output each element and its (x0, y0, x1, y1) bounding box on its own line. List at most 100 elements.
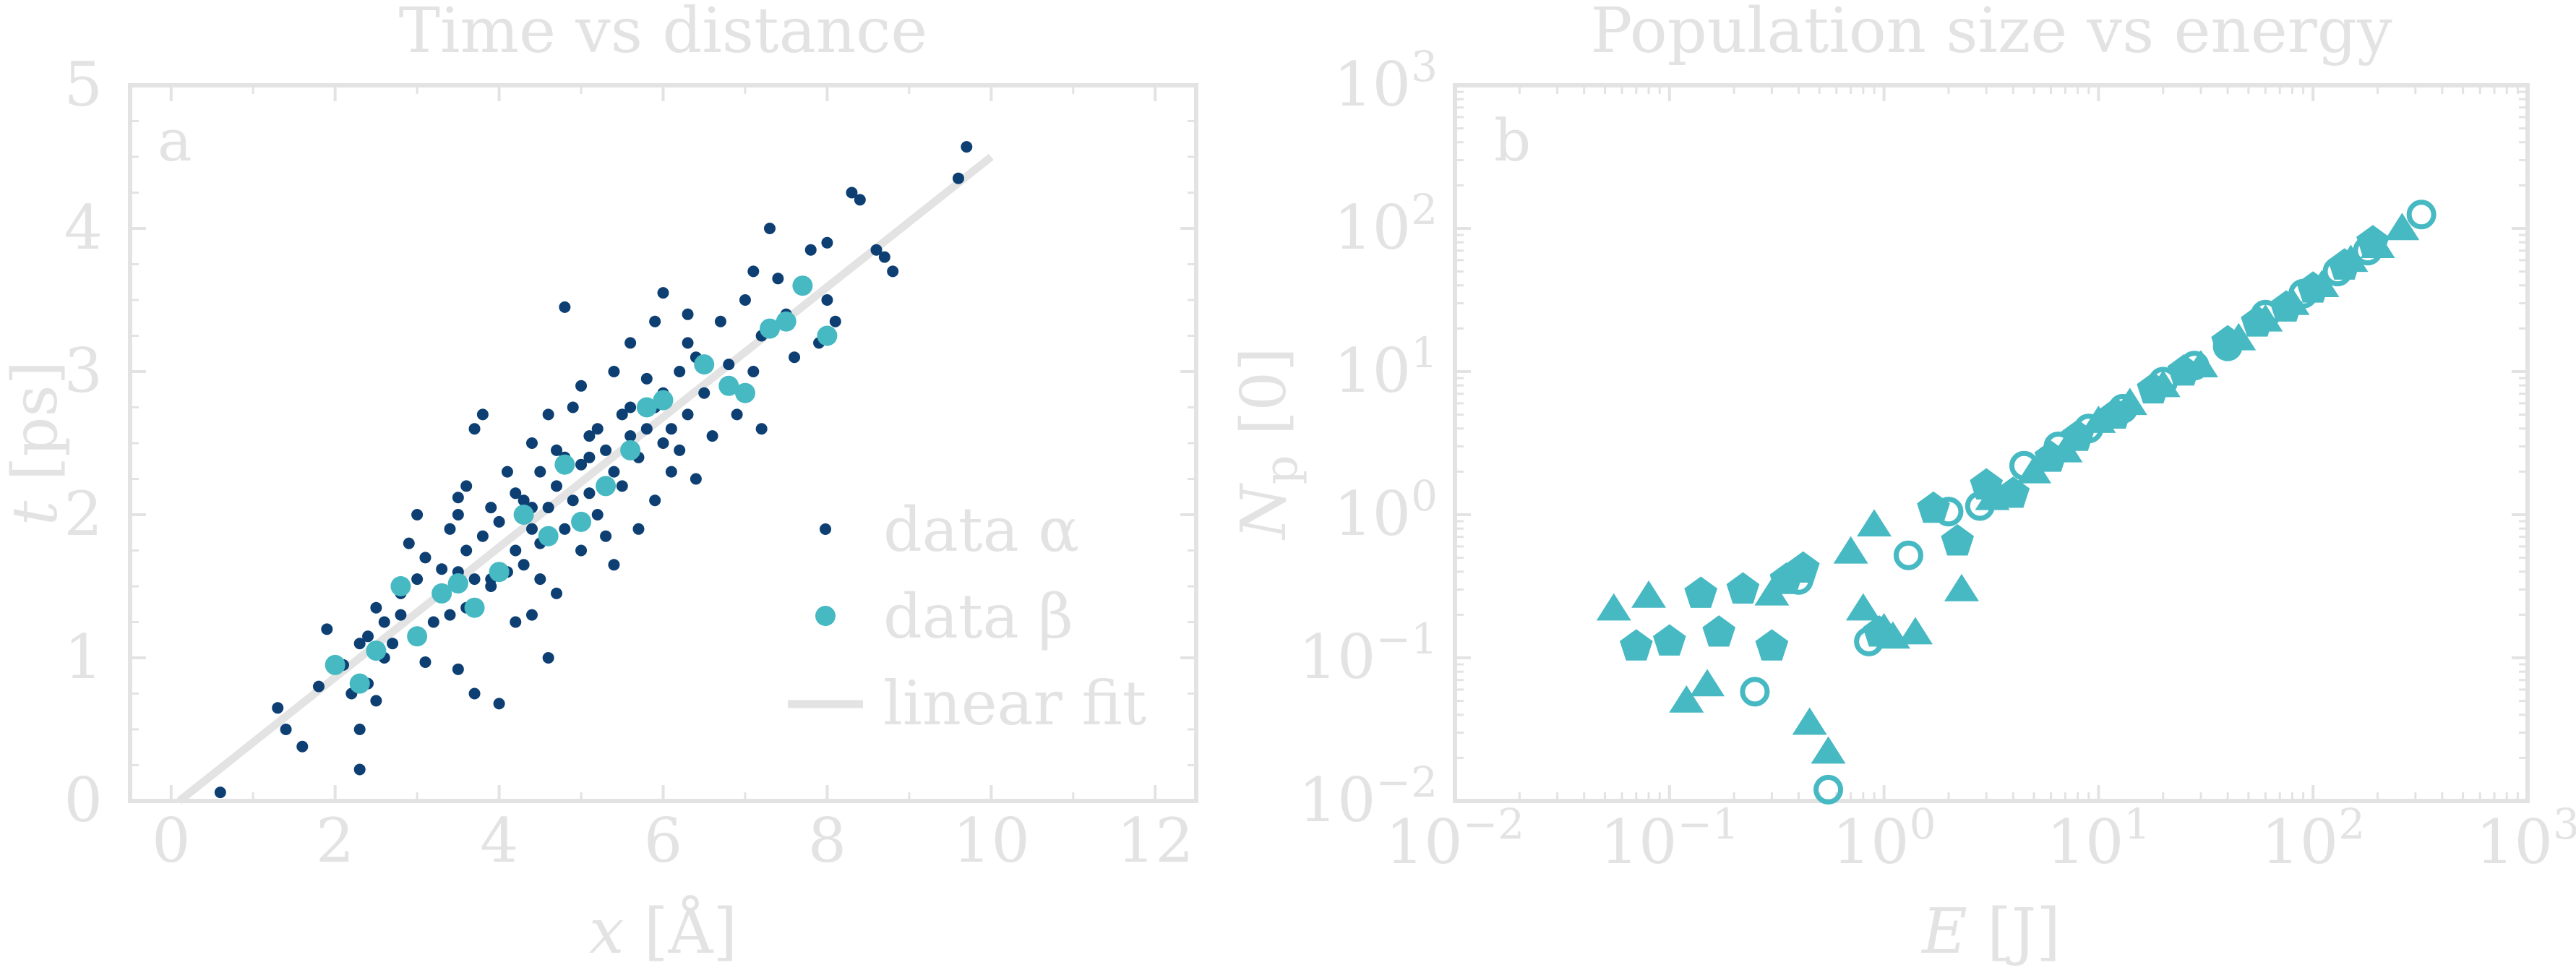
data-beta-point (792, 275, 813, 296)
data-beta-point (325, 654, 345, 675)
data-alpha-point (616, 408, 628, 421)
data-alpha-point (575, 544, 588, 557)
panel-b-chart: 10−2 10−1 100 101 102 103 10−2 10−1 100 101 102 103… (1228, 0, 2576, 968)
ring-marker (2406, 200, 2437, 230)
data-alpha-point (411, 573, 424, 586)
data-alpha-point (444, 523, 456, 535)
ring-marker (2043, 432, 2074, 462)
data-alpha-point (600, 444, 612, 456)
data-beta-point (718, 375, 739, 396)
data-alpha-point (657, 437, 669, 449)
data-alpha-point (764, 223, 776, 234)
ring-marker (2179, 351, 2210, 381)
data-alpha-point (632, 523, 645, 535)
ring-marker (2288, 278, 2319, 309)
x-tick-label-a: 2 (316, 805, 354, 876)
data-alpha-point (657, 287, 669, 299)
triangle-marker (1845, 593, 1881, 621)
data-alpha-point (353, 763, 366, 776)
data-alpha-point (755, 423, 768, 435)
data-alpha-point (583, 451, 596, 463)
y-tick-label-a: 4 (64, 192, 103, 263)
data-alpha-point (321, 623, 333, 635)
data-alpha-point (649, 315, 661, 327)
data-alpha-point (682, 408, 694, 421)
data-alpha-point (542, 408, 554, 421)
data-alpha-point (952, 172, 964, 184)
data-beta-point (596, 476, 617, 497)
data-alpha-point (772, 273, 784, 285)
data-beta-point (694, 354, 715, 375)
data-alpha-point (551, 444, 562, 456)
x-tick-label-a: 10 (953, 805, 1030, 876)
triangle-marker (1669, 685, 1704, 713)
triangle-marker (1897, 617, 1933, 645)
y-tick-label-a: 0 (64, 765, 103, 836)
data-alpha-point (608, 466, 620, 478)
ring-marker (1783, 565, 1813, 595)
data-alpha-point (476, 530, 489, 542)
data-alpha-point (493, 698, 505, 710)
data-alpha-point (468, 687, 481, 700)
x-tick-label-b: 102 (2261, 800, 2365, 878)
data-alpha-point (583, 487, 596, 500)
data-beta-point (760, 318, 780, 339)
data-alpha-point (739, 294, 751, 306)
y-tick-label-a: 2 (64, 479, 103, 549)
data-alpha-point (821, 294, 833, 306)
data-alpha-point (665, 466, 677, 478)
pentagon-marker (1684, 576, 1717, 608)
data-alpha-point (723, 359, 735, 371)
x-tick-label-a: 6 (644, 805, 682, 876)
data-beta-point (734, 382, 755, 403)
data-alpha-point (312, 680, 325, 693)
y-tick-label-a: 5 (64, 49, 103, 120)
data-alpha-point (370, 601, 382, 614)
data-alpha-point (534, 573, 546, 586)
data-alpha-point (370, 695, 382, 707)
x-tick-label-b: 101 (2047, 800, 2151, 878)
data-alpha-point (608, 366, 620, 377)
data-alpha-point (821, 236, 833, 249)
x-tick-label-a: 0 (152, 805, 190, 876)
data-alpha-point (403, 537, 415, 549)
x-tick-label-a: 8 (808, 805, 846, 876)
data-alpha-point (444, 609, 456, 621)
pentagon-marker (1996, 476, 2030, 508)
data-alpha-point (559, 301, 571, 313)
data-alpha-point (518, 559, 530, 571)
legend-a: data α data β linear fit (788, 494, 1147, 739)
data-alpha-point (624, 430, 637, 442)
data-alpha-point (542, 502, 554, 514)
data-alpha-point (608, 559, 620, 571)
data-alpha-point (674, 444, 686, 456)
data-alpha-point (476, 408, 489, 421)
x-tick-label-b: 10−1 (1600, 800, 1739, 878)
data-alpha-point (706, 430, 718, 442)
chart-title-a: Time vs distance (399, 0, 928, 67)
pentagon-marker (1619, 629, 1653, 661)
x-tick-label-b: 103 (2476, 800, 2576, 878)
pentagon-marker (1726, 572, 1760, 604)
data-beta-point (620, 440, 641, 460)
data-alpha-point (682, 308, 694, 320)
y-tick-label-a: 1 (64, 622, 103, 693)
data-alpha-point (846, 187, 858, 199)
ring-marker (2108, 393, 2138, 424)
data-alpha-point (419, 656, 432, 668)
data-beta-point (554, 454, 575, 475)
data-alpha-point (789, 351, 801, 364)
data-alpha-point (829, 315, 841, 327)
data-alpha-point (567, 494, 579, 507)
x-tick-label-b: 100 (1832, 800, 1936, 878)
legend-marker-alpha (820, 523, 831, 535)
data-alpha-point (501, 466, 513, 478)
data-beta-point (407, 626, 428, 647)
ring-marker (1933, 497, 1964, 527)
data-alpha-point (640, 372, 653, 385)
data-alpha-point (460, 480, 473, 492)
data-alpha-point (493, 515, 505, 528)
data-alpha-point (518, 494, 530, 507)
data-alpha-point (698, 387, 710, 399)
